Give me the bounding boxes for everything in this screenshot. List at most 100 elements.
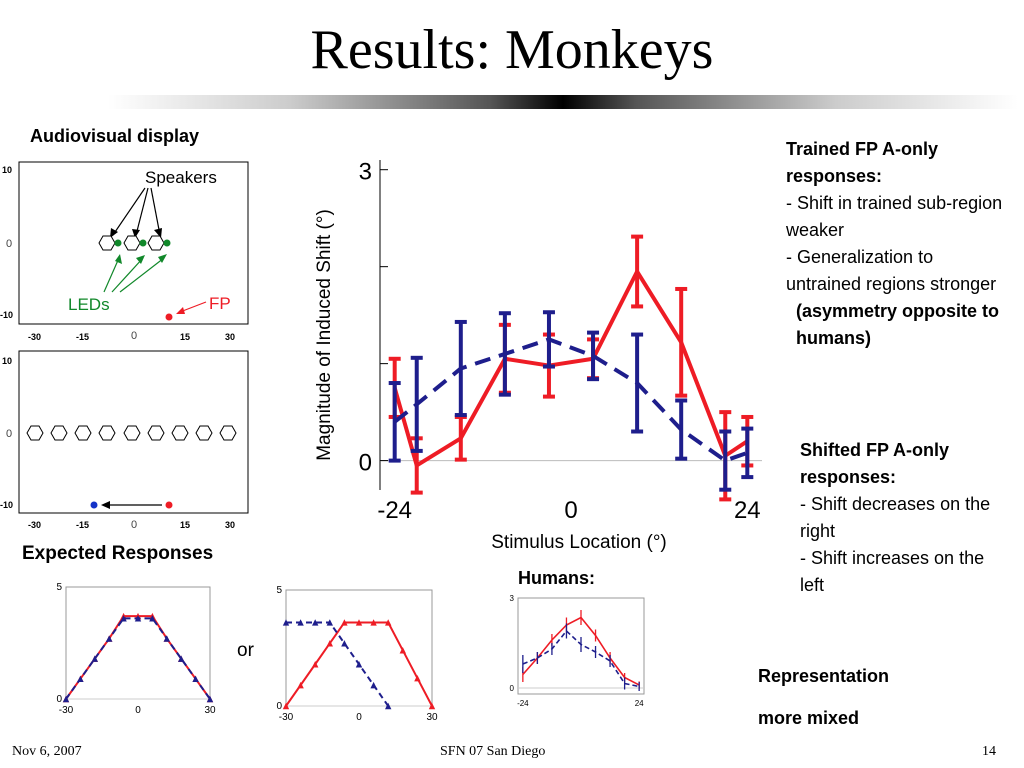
data-marker — [385, 702, 392, 710]
data-marker — [120, 615, 127, 622]
fp-arrowhead — [176, 307, 185, 314]
series-line — [393, 337, 748, 463]
data-marker — [370, 681, 377, 689]
x-tick-label: 24 — [635, 699, 644, 708]
data-marker — [297, 681, 304, 689]
panel2-ytick-neg10: -10 — [0, 500, 13, 510]
data-point — [459, 366, 463, 370]
panel1-xtick-15: 15 — [180, 332, 190, 342]
series-blue-dashed — [522, 623, 640, 691]
x-tick-label: 0 — [564, 497, 577, 524]
x-tick-label: -30 — [279, 712, 294, 723]
data-point — [679, 428, 683, 432]
panel2-xtick-0: 0 — [131, 519, 137, 531]
y-tick-label: 0 — [510, 684, 515, 693]
series-trained-red — [388, 234, 754, 502]
data-point — [679, 340, 683, 344]
data-marker — [341, 640, 348, 647]
y-ticks: 03-24 0 24 — [359, 159, 761, 524]
data-marker — [312, 619, 319, 626]
data-marker — [414, 674, 421, 682]
plot-frame — [65, 586, 211, 700]
panel2-xtick-neg30: -30 — [28, 520, 41, 530]
trained-emphasis: (asymmetry opposite to humans) — [796, 301, 1000, 348]
expected-chart-1: 05-30 0 30 — [56, 582, 216, 716]
speakers-label: Speakers — [145, 168, 217, 187]
fp-dot — [165, 313, 173, 321]
humans-chart: 0 3 -24 24 — [510, 594, 645, 708]
data-point — [415, 463, 419, 467]
data-marker — [326, 619, 333, 626]
speaker-arrows — [112, 187, 161, 236]
plot-frame — [285, 589, 433, 707]
data-marker — [149, 615, 156, 622]
data-marker — [91, 655, 98, 662]
led-arrows — [103, 257, 165, 293]
speaker-hexagons — [98, 235, 165, 251]
trained-item-2: - Generalization to untrained regions st… — [786, 247, 997, 294]
led-dots — [114, 239, 171, 247]
x-tick-label: 30 — [204, 705, 216, 716]
shifted-item-1: - Shift decreases on the right — [800, 494, 991, 541]
data-marker — [385, 619, 392, 626]
y-tick-label: 0 — [359, 450, 372, 477]
data-marker — [206, 695, 214, 703]
data-marker — [134, 615, 142, 622]
panel1-ytick-neg10: -10 — [0, 310, 13, 320]
leds-label: LEDs — [68, 295, 110, 314]
data-marker — [178, 655, 185, 662]
shift-arrowhead — [101, 501, 110, 509]
representation-note: Representation more mixed — [758, 666, 890, 728]
data-marker — [163, 635, 170, 642]
data-marker — [312, 661, 319, 668]
trained-item-1: - Shift in trained sub-region weaker — [786, 193, 1003, 240]
data-marker — [428, 702, 436, 710]
data-point — [459, 436, 463, 440]
audiovisual-heading: Audiovisual display — [30, 126, 200, 146]
shifted-item-2: - Shift increases on the left — [800, 548, 985, 595]
speaker-row — [26, 425, 237, 441]
data-marker — [106, 635, 113, 642]
x-axis-label: Stimulus Location (°) — [491, 532, 667, 553]
main-chart: 03-24 0 24 Magnitude of Induced Shift (°) … — [314, 159, 762, 553]
expected-chart-2: 05-30 0 30 — [276, 585, 438, 723]
shifted-heading: Shifted FP A-only responses: — [800, 440, 950, 487]
data-marker — [192, 675, 199, 683]
panel1-ytick-10: 10 — [2, 165, 12, 175]
panel1-xtick-neg15: -15 — [76, 332, 89, 342]
data-point — [635, 381, 639, 385]
or-label: or — [237, 640, 254, 661]
y-tick-label: 0 — [56, 694, 62, 705]
audiovisual-panel-2: 10 0 -10 -30 -15 0 15 30 — [0, 350, 249, 531]
y-tick-label: 3 — [359, 159, 372, 186]
y-tick-label: 5 — [56, 582, 62, 593]
x-tick-label: 0 — [135, 705, 141, 716]
panel1-xtick-neg30: -30 — [28, 332, 41, 342]
fp-dot — [165, 501, 173, 509]
data-point — [393, 420, 397, 424]
x-tick-label: -30 — [59, 705, 74, 716]
data-marker — [355, 661, 363, 668]
series-blue-dashed — [282, 619, 392, 710]
title-divider — [108, 95, 1018, 109]
data-point — [415, 402, 419, 406]
series-blue-dashed — [388, 310, 754, 492]
humans-label: Humans: — [518, 568, 596, 588]
series-line — [392, 269, 749, 468]
data-marker — [326, 640, 333, 647]
data-point — [723, 459, 727, 463]
fp-label: FP — [209, 294, 231, 313]
data-marker — [297, 619, 304, 626]
y-tick-label: 3 — [510, 594, 515, 603]
series-red — [282, 619, 436, 710]
data-marker — [77, 675, 84, 683]
data-marker — [282, 619, 290, 626]
data-point — [635, 270, 639, 274]
data-point — [591, 354, 595, 358]
panel1-xtick-0: 0 — [131, 330, 137, 342]
footer-date: Nov 6, 2007 — [12, 744, 82, 759]
y-tick-label: 0 — [276, 701, 282, 712]
data-point — [745, 451, 749, 455]
panel2-ytick-10: 10 — [2, 356, 12, 366]
shifted-fp-dot — [90, 501, 98, 509]
